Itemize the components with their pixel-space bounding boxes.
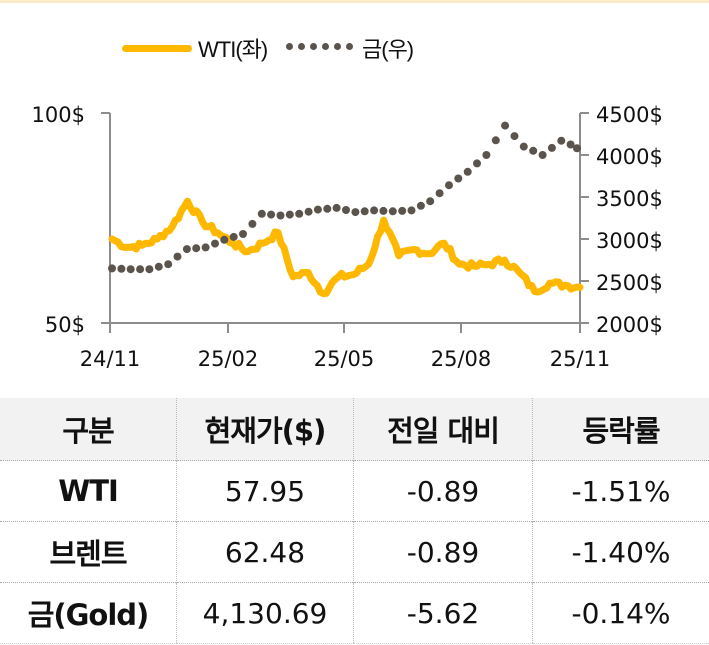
- header-change: 전일 대비: [353, 398, 533, 461]
- right-tick-2000: 2000$: [596, 313, 663, 337]
- row-change: -0.89: [353, 521, 533, 583]
- price-chart: 100$ 50$ 4500$ 4000$ 3500$ 3000$ 2500$ 2…: [32, 103, 663, 371]
- row-price: 62.48: [176, 521, 354, 583]
- right-tick-2500: 2500$: [596, 271, 663, 295]
- header-rate: 등락률: [532, 398, 709, 461]
- table-row: 브렌트 62.48 -0.89 -1.40%: [0, 521, 709, 583]
- x-tick-25-05: 25/05: [314, 347, 375, 371]
- row-name: 금(Gold): [0, 582, 177, 644]
- row-price: 57.95: [176, 460, 354, 522]
- row-name: 브렌트: [0, 521, 177, 583]
- row-name: WTI: [0, 460, 177, 522]
- x-tick-25-02: 25/02: [198, 347, 259, 371]
- chart-legend: WTI(좌) 금(우): [0, 30, 709, 64]
- gold-series-dots: [108, 121, 581, 274]
- price-table: 구분 현재가($) 전일 대비 등락률 WTI 57.95 -0.89 -1.5…: [0, 398, 709, 644]
- right-tick-4500: 4500$: [596, 103, 663, 127]
- top-border: [0, 0, 709, 3]
- left-tick-100: 100$: [32, 103, 85, 127]
- left-tick-50: 50$: [45, 313, 85, 337]
- row-rate: -0.14%: [532, 582, 709, 644]
- row-rate: -1.51%: [532, 460, 709, 522]
- table-row: 금(Gold) 4,130.69 -5.62 -0.14%: [0, 582, 709, 644]
- x-axis: [101, 322, 581, 333]
- wti-legend-swatch: [122, 45, 192, 52]
- x-tick-25-11: 25/11: [550, 347, 611, 371]
- right-tick-3000: 3000$: [596, 229, 663, 253]
- right-tick-3500: 3500$: [596, 187, 663, 211]
- left-axis: [101, 112, 111, 325]
- header-category: 구분: [0, 398, 177, 461]
- right-axis: [579, 112, 589, 325]
- x-tick-25-08: 25/08: [431, 347, 492, 371]
- row-change: -5.62: [353, 582, 533, 644]
- table-row: WTI 57.95 -0.89 -1.51%: [0, 460, 709, 522]
- header-price: 현재가($): [176, 398, 354, 461]
- row-price: 4,130.69: [176, 582, 354, 644]
- right-tick-4000: 4000$: [596, 145, 663, 169]
- x-tick-24-11: 24/11: [80, 347, 141, 371]
- row-rate: -1.40%: [532, 521, 709, 583]
- wti-legend-label: WTI(좌): [198, 37, 268, 62]
- wti-series-line: [108, 197, 584, 298]
- gold-legend-swatch: [286, 43, 353, 50]
- row-change: -0.89: [353, 460, 533, 522]
- table-header-row: 구분 현재가($) 전일 대비 등락률: [0, 398, 709, 461]
- gold-legend-label: 금(우): [362, 37, 414, 62]
